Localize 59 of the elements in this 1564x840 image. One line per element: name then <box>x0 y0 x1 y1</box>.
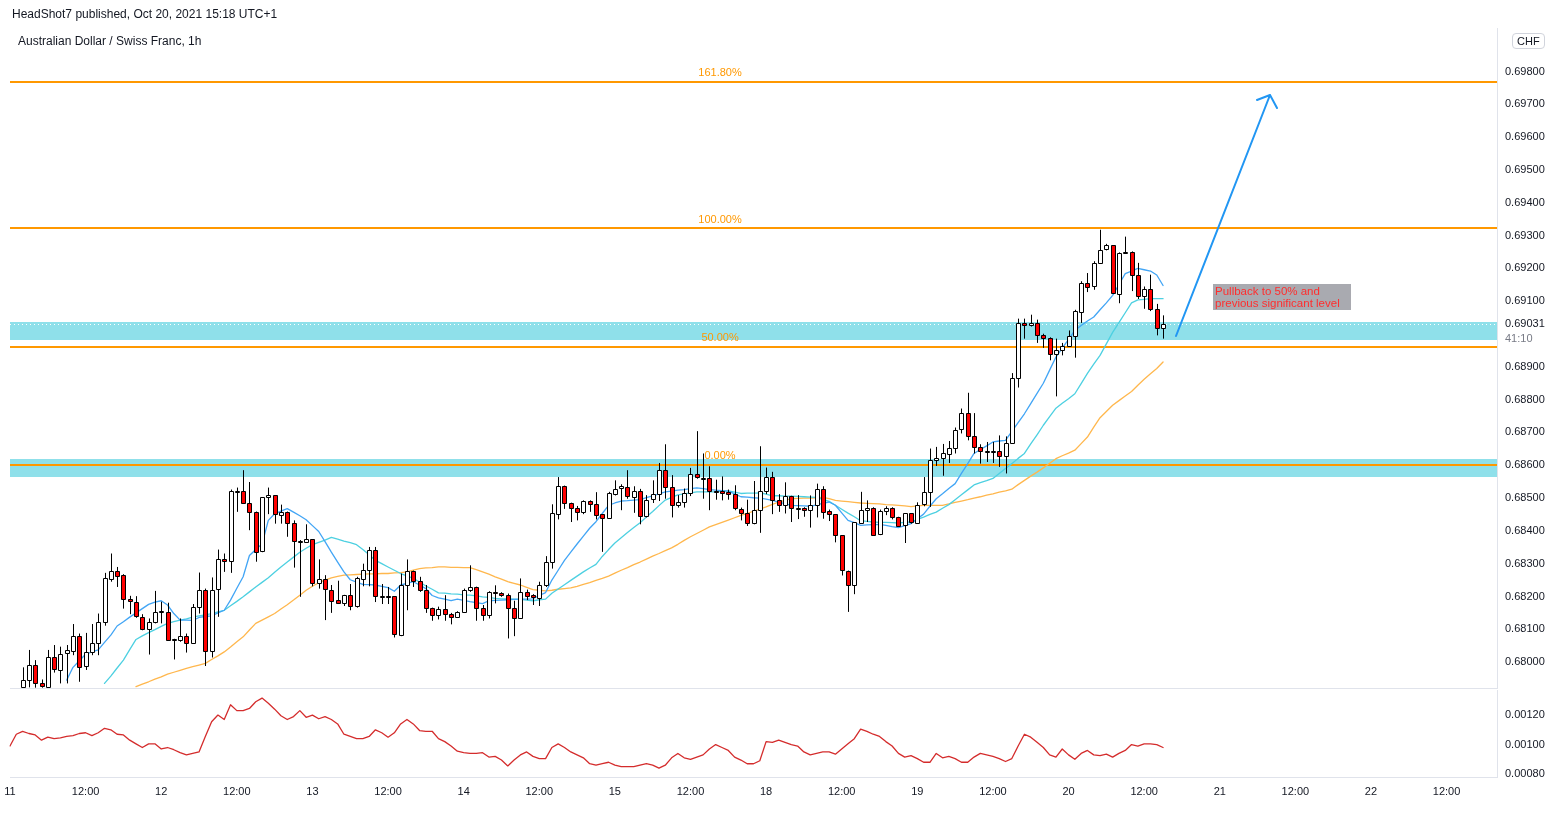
x-tick-label: 22 <box>1364 784 1378 797</box>
y-tick-label: 0.69500 <box>1505 163 1545 176</box>
y-tick-label: 0.69200 <box>1505 261 1545 274</box>
y-tick-label: 0.68800 <box>1505 392 1545 405</box>
y-tick-label: 0.68200 <box>1505 589 1545 602</box>
annotation: 161.80% <box>698 66 742 79</box>
x-tick-label: 13 <box>306 784 319 797</box>
annotation: 100.00% <box>698 212 742 225</box>
y-tick-label: 0.69300 <box>1505 228 1545 241</box>
x-tick-label: 12:00 <box>1432 784 1461 797</box>
text: Australian Dollar / Swiss Franc, 1h <box>18 34 202 48</box>
candlestick <box>840 534 845 576</box>
y-axis-title: CHF <box>1512 33 1545 49</box>
x-tick-label: 18 <box>759 784 773 797</box>
y-tick-label: 0.68500 <box>1505 491 1545 504</box>
x-tick-label: 12:00 <box>676 784 705 797</box>
y-tick-label: 0.68000 <box>1505 655 1545 668</box>
y-tick-label: 0.68600 <box>1505 458 1545 471</box>
y-tick-label: 0.68100 <box>1505 622 1545 635</box>
x-tick-label: 12:00 <box>374 784 402 797</box>
candlestick <box>733 484 738 511</box>
y-tick-label: 0.68300 <box>1505 556 1545 569</box>
y-tick-label: 0.68700 <box>1505 425 1545 438</box>
y-tick-label: 0.00100 <box>1505 737 1545 750</box>
candlestick <box>329 584 334 614</box>
y-tick-label: 0.69031 <box>1505 316 1545 329</box>
x-tick-label: 12:00 <box>71 784 100 797</box>
x-tick-label: 21 <box>1213 784 1226 797</box>
chart-subtitle: HeadShot7 published, Oct 20, 2021 15:18 UTC+1 <box>12 7 278 21</box>
annotation: Pullback to 50% and previous significant level <box>1213 283 1352 310</box>
x-tick-label: 12:00 <box>525 784 554 797</box>
y-tick-label: 0.69700 <box>1505 97 1545 110</box>
candlestick <box>210 576 215 658</box>
x-tick-label: 14 <box>457 784 470 797</box>
candlestick <box>128 595 133 615</box>
x-tick-label: 12:00 <box>979 784 1007 797</box>
x-tick-label: 12:00 <box>223 784 251 797</box>
y-tick-label: 0.00080 <box>1505 767 1545 780</box>
annotation: 0.00% <box>704 449 736 462</box>
y-tick-label: 0.69100 <box>1505 294 1545 307</box>
x-tick-label: 11 <box>4 784 16 797</box>
x-tick-label: 12 <box>155 784 168 797</box>
x-tick-label: 15 <box>608 784 622 797</box>
x-tick-label: 19 <box>911 784 924 797</box>
y-tick-label: 0.68400 <box>1505 523 1545 536</box>
text: 41:10 <box>1505 331 1533 344</box>
y-tick-label: 0.69400 <box>1505 195 1545 208</box>
x-tick-label: 20 <box>1062 784 1075 797</box>
candlestick <box>695 430 700 480</box>
candlestick <box>134 595 139 619</box>
candlestick <box>959 408 964 434</box>
y-tick-label: 0.69600 <box>1505 130 1545 143</box>
x-tick-label: 12:00 <box>1130 784 1158 797</box>
x-tick-label: 12:00 <box>1281 784 1310 797</box>
annotation: 50.00% <box>701 331 739 344</box>
y-tick-label: 0.00120 <box>1505 708 1545 721</box>
y-tick-label: 0.69800 <box>1505 64 1545 77</box>
y-tick-label: 0.68900 <box>1505 359 1545 372</box>
x-tick-label: 12:00 <box>827 784 856 797</box>
